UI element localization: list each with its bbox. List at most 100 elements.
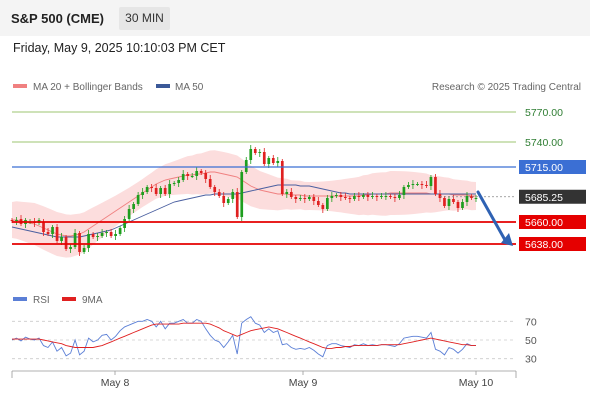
candle [357,192,361,201]
forecast-arrowhead [501,233,513,246]
candle [429,175,433,190]
candle [330,192,334,202]
candle [425,181,428,188]
candle [208,175,212,189]
candle [15,217,18,225]
candle [371,192,374,199]
candle [87,230,90,252]
candle [294,195,298,203]
legend-label-rsi: RSI [33,295,50,306]
candle [289,188,293,199]
candle [321,203,325,213]
level-tag-5715.00 [519,160,586,174]
current-price-label: 5685.25 [525,192,563,204]
current-price-tag [519,189,586,204]
level-tag-5638.00 [519,237,586,251]
level-tag-5660.00 [519,215,586,229]
level-label-5740.00: 5740.00 [525,137,563,149]
bollinger-band [12,150,476,258]
rsi-legend: RSI 9MA [13,295,103,306]
candle [393,194,397,202]
candle [438,190,442,202]
candle [389,194,392,199]
price-levels: 5770.00 5740.00 5715.00 5685.25 5660.00 5638.… [12,107,586,251]
candle [105,230,108,237]
candle [159,186,163,198]
candle [51,225,54,238]
candle [177,177,181,187]
candle [253,147,257,155]
candle [154,184,158,196]
candle [168,180,172,198]
candle [127,205,131,221]
rsi-plot: 70 50 30 [11,316,537,366]
rsi-tick-30: 30 [525,354,537,366]
level-label-5715.00: 5715.00 [525,162,563,174]
candle [240,170,244,221]
candle [132,202,135,213]
candle [73,229,77,249]
candle [375,194,379,201]
candle [100,229,104,238]
candle [109,229,113,238]
x-tick-label: May 9 [289,377,318,389]
candle [380,193,383,199]
price-legend: MA 20 + Bollinger Bands MA 50 [13,82,204,93]
x-tick-label: May 10 [459,377,494,389]
candle [312,194,316,205]
candle [82,245,86,254]
rsi-tick-50: 50 [525,335,537,347]
candle [353,193,356,201]
candle [303,194,307,203]
candle [172,181,176,186]
candle [222,192,226,207]
candle [407,182,410,189]
candle [420,181,424,189]
candle [262,148,266,166]
candle [384,192,388,200]
candle [64,235,68,251]
forecast-arrow [476,190,507,242]
candle [150,184,153,192]
x-axis: May 8 May 9 May 10 [11,370,517,389]
legend-swatch-9ma [62,297,76,301]
rsi-tick-70: 70 [525,316,537,328]
candle [267,156,271,168]
legend-swatch-ma20 [13,84,27,88]
candle [285,189,289,198]
candle [402,185,406,199]
candle [190,173,194,178]
candle [362,193,365,199]
ma20-line [12,171,476,237]
candle [344,193,347,200]
candle [60,233,63,245]
candle [69,244,72,253]
candle [280,159,284,196]
header-bar: S&P 500 (CME) 30 MIN [0,0,590,36]
candle [181,170,185,182]
legend-swatch-rsi [13,297,27,301]
instrument-title: S&P 500 (CME) [11,11,104,26]
candle [447,196,451,210]
candle [235,188,239,219]
level-label-5638.00: 5638.00 [525,239,563,251]
candle [298,195,302,201]
candle [258,149,262,157]
candle [204,170,208,183]
timestamp: Friday, May 9, 2025 10:10:03 PM CET [13,41,226,55]
candle [461,199,464,210]
interval-button[interactable]: 30 MIN [119,7,170,30]
legend-label-ma50: MA 50 [175,82,204,93]
legend-swatch-ma50 [156,84,170,88]
candle [316,197,320,207]
candle [217,189,221,198]
x-tick-label: May 8 [101,377,130,389]
level-label-5770.00: 5770.00 [525,107,563,119]
candle [339,192,343,201]
candle [118,226,122,236]
rsi-ma-line [12,322,476,349]
candle [123,216,126,232]
candle [96,233,99,241]
candle [348,196,352,203]
candle [434,174,437,196]
